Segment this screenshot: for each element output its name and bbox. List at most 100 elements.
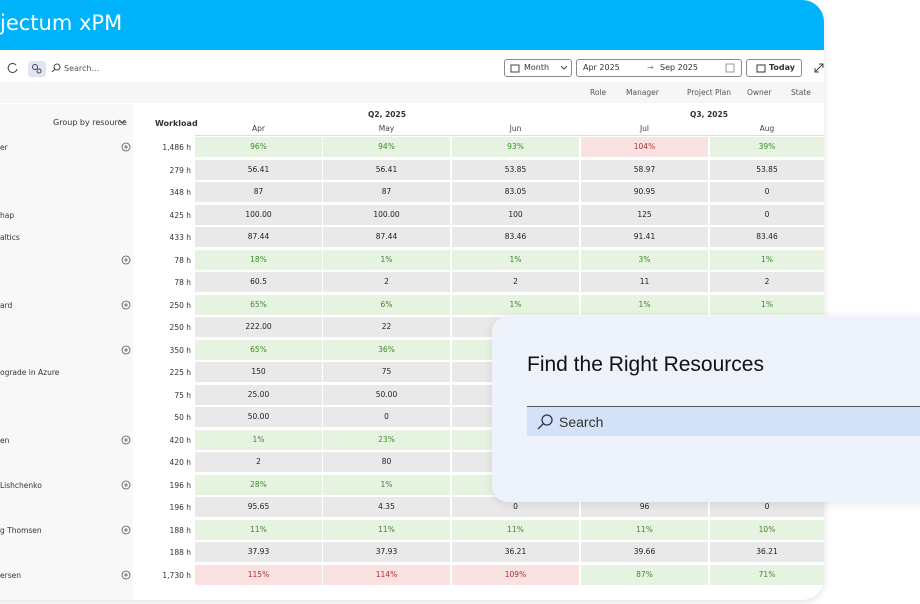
expand-button[interactable]: [121, 480, 131, 490]
workload-value: 425 h: [169, 210, 191, 220]
group-by-dropdown[interactable]: Group by resource: [53, 118, 127, 127]
grid-cell: 109%: [452, 564, 579, 585]
month-label: May: [378, 124, 395, 133]
today-button[interactable]: Today: [746, 59, 802, 77]
grid-cell: 2: [195, 452, 322, 472]
filter-dropdown[interactable]: Project Plan: [687, 88, 732, 97]
app-header: jectum xPM: [0, 0, 824, 50]
grid-cell: 91.41: [581, 227, 708, 247]
workload-value: 279 h: [169, 165, 191, 175]
filter-dropdown[interactable]: Owner: [747, 88, 772, 97]
resource-name: ersen: [0, 570, 21, 580]
grid-cell: 96%: [195, 137, 322, 157]
app-panel: jectum xPM Search... Month Apr 2025 → Se…: [0, 0, 824, 600]
grid-cell: 11%: [323, 519, 450, 540]
filter-bar: [0, 82, 824, 103]
workload-value: 350 h: [169, 345, 191, 355]
grid-cell: 1%: [710, 294, 824, 315]
month-label: Jul: [639, 124, 650, 133]
header-divider: [195, 135, 824, 136]
grid-cell: 65%: [195, 339, 322, 360]
expand-button[interactable]: [121, 255, 131, 265]
grid-cell: 23%: [323, 429, 450, 450]
workload-value: 78 h: [174, 255, 191, 265]
grid-cell: 11%: [452, 519, 579, 540]
workload-value: 420 h: [169, 435, 191, 445]
workload-header: Workload: [155, 119, 198, 128]
period-dropdown[interactable]: Month: [504, 59, 572, 77]
grid-cell: 114%: [323, 564, 450, 585]
date-to: Sep 2025: [660, 63, 698, 72]
expand-button[interactable]: [121, 570, 131, 580]
grid-cell: 87.44: [323, 227, 450, 247]
workload-value: 196 h: [169, 503, 191, 512]
grid-cell: 150: [195, 362, 322, 382]
grid-cell: 100.00: [323, 204, 450, 225]
grid-cell: 56.41: [323, 159, 450, 180]
grid-cell: 1%: [710, 249, 824, 270]
chevron: [118, 119, 126, 124]
filter-dropdown[interactable]: Role: [590, 88, 607, 97]
card-title: Find the Right Resources: [527, 353, 764, 376]
expand-button[interactable]: [121, 142, 131, 152]
filter-dropdown[interactable]: Manager: [626, 88, 659, 97]
expand-button[interactable]: [121, 300, 131, 310]
grid-cell: 39.66: [581, 542, 708, 562]
grid-cell: 4.35: [323, 497, 450, 517]
grid-cell: 6%: [323, 294, 450, 315]
date-range[interactable]: Apr 2025 → Sep 2025: [576, 59, 742, 77]
expand-icon[interactable]: [814, 63, 824, 73]
grid-cell: 11%: [195, 519, 322, 540]
workload-value: 188 h: [169, 548, 191, 557]
grid-cell: 25.00: [195, 384, 322, 405]
grid-cell: 93%: [452, 137, 579, 157]
workload-value: 420 h: [169, 458, 191, 467]
grid-cell: 37.93: [323, 542, 450, 562]
month-label: Apr: [252, 124, 265, 133]
grid-cell: 96: [581, 497, 708, 517]
grid-cell: 100: [452, 204, 579, 225]
grid-cell: 115%: [195, 564, 322, 585]
workload-value: 50 h: [174, 413, 191, 422]
grid-cell: 1%: [581, 294, 708, 315]
grid-cell: 39%: [710, 137, 824, 157]
toolbar-icons[interactable]: [6, 61, 50, 77]
grid-cell: 22: [323, 317, 450, 337]
grid-cell: 36.21: [710, 542, 824, 562]
grid-cell: 95.65: [195, 497, 322, 517]
grid-cell: 2: [452, 272, 579, 292]
date-arrow: →: [647, 63, 654, 72]
grid-cell: 10%: [710, 519, 824, 540]
grid-cell: 87: [195, 182, 322, 202]
grid-cell: 50.00: [323, 384, 450, 405]
promo-card: Find the Right Resources Search: [492, 316, 920, 502]
expand-button[interactable]: [121, 345, 131, 355]
grid-cell: 53.85: [452, 159, 579, 180]
resource-column: [0, 104, 133, 600]
expand-button[interactable]: [121, 525, 131, 535]
resource-name: Lishchenko: [0, 480, 42, 490]
grid-cell: 75: [323, 362, 450, 382]
search-input[interactable]: Search...: [64, 64, 100, 73]
resource-name: ograde in Azure: [0, 368, 60, 377]
grid-cell: 36%: [323, 339, 450, 360]
filter-dropdown[interactable]: State: [791, 88, 811, 97]
grid-cell: 100.00: [195, 204, 322, 225]
grid-cell: 65%: [195, 294, 322, 315]
grid-cell: 18%: [195, 249, 322, 270]
resource-name: ard: [0, 300, 13, 310]
expand-button[interactable]: [121, 435, 131, 445]
quarter-label: Q2, 2025: [368, 110, 406, 119]
search-icon: [51, 63, 61, 73]
grid-cell: 1%: [323, 474, 450, 495]
month-label: Jun: [509, 124, 522, 133]
grid-cell: 2: [710, 272, 824, 292]
grid-cell: 60.5: [195, 272, 322, 292]
resource-name: hap: [0, 210, 15, 220]
card-search[interactable]: Search: [527, 406, 920, 436]
grid-cell: 0: [710, 204, 824, 225]
chevron: [560, 65, 568, 70]
workload-value: 348 h: [169, 188, 191, 197]
grid-cell: 3%: [581, 249, 708, 270]
workload-value: 250 h: [169, 323, 191, 332]
